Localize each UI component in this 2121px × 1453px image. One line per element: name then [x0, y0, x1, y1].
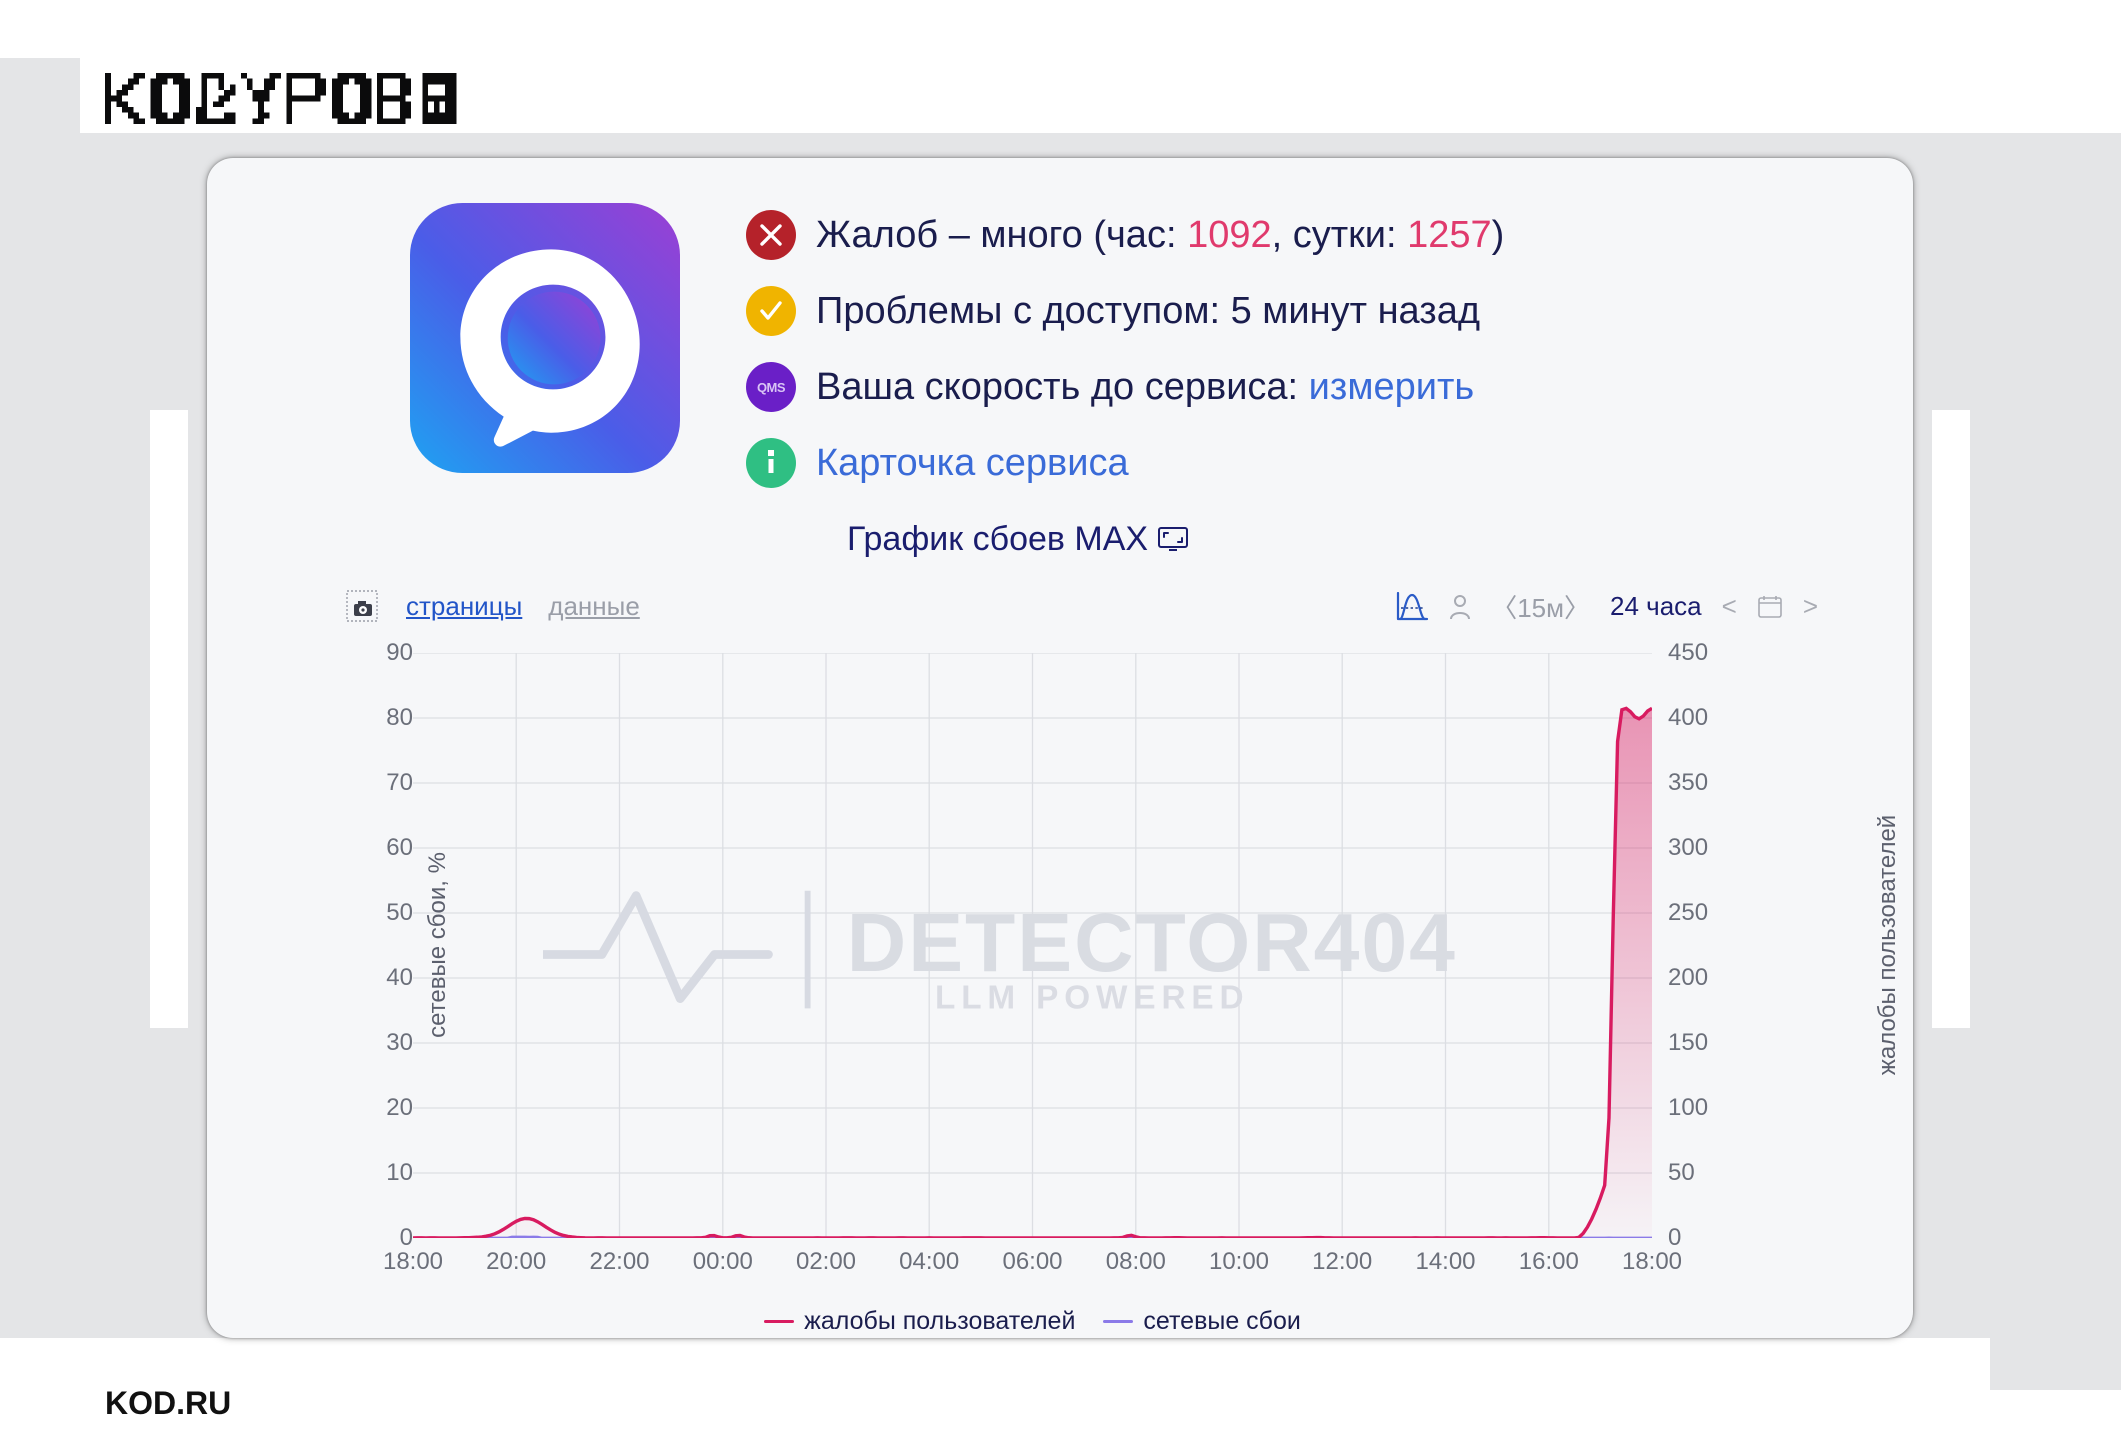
- svg-text:LLM POWERED: LLM POWERED: [935, 979, 1249, 1016]
- svg-text:DETECTOR404: DETECTOR404: [847, 897, 1457, 989]
